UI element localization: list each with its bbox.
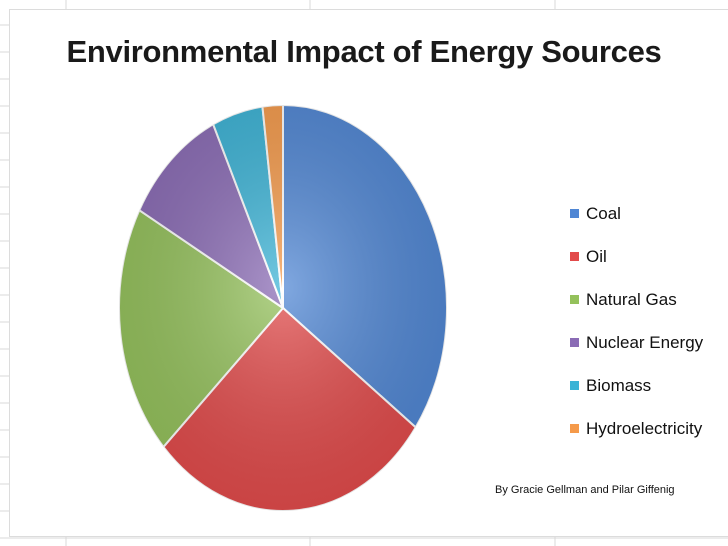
legend-swatch-nuclear-energy	[570, 338, 579, 347]
legend-item-hydroelectricity: Hydroelectricity	[570, 407, 703, 450]
credit-text: By Gracie Gellman and Pilar Giffenig	[495, 484, 675, 496]
legend-label-oil: Oil	[586, 246, 607, 266]
legend-item-biomass: Biomass	[570, 364, 703, 407]
chart-title: Environmental Impact of Energy Sources	[66, 34, 662, 69]
legend: Coal Oil Natural Gas Nuclear Energy Biomass H…	[570, 192, 703, 450]
legend-label-natural-gas: Natural Gas	[586, 289, 677, 309]
legend-label-biomass: Biomass	[586, 375, 652, 395]
legend-swatch-biomass	[570, 381, 579, 390]
legend-swatch-coal	[570, 209, 579, 218]
legend-item-natural-gas: Natural Gas	[570, 278, 703, 321]
legend-swatch-natural-gas	[570, 295, 579, 304]
legend-swatch-hydroelectricity	[570, 424, 579, 433]
legend-label-nuclear-energy: Nuclear Energy	[586, 332, 704, 352]
legend-swatch-oil	[570, 252, 579, 261]
legend-label-coal: Coal	[586, 203, 621, 223]
legend-item-nuclear-energy: Nuclear Energy	[570, 321, 703, 364]
legend-label-hydroelectricity: Hydroelectricity	[586, 418, 703, 438]
legend-item-oil: Oil	[570, 235, 703, 278]
legend-item-coal: Coal	[570, 192, 703, 235]
